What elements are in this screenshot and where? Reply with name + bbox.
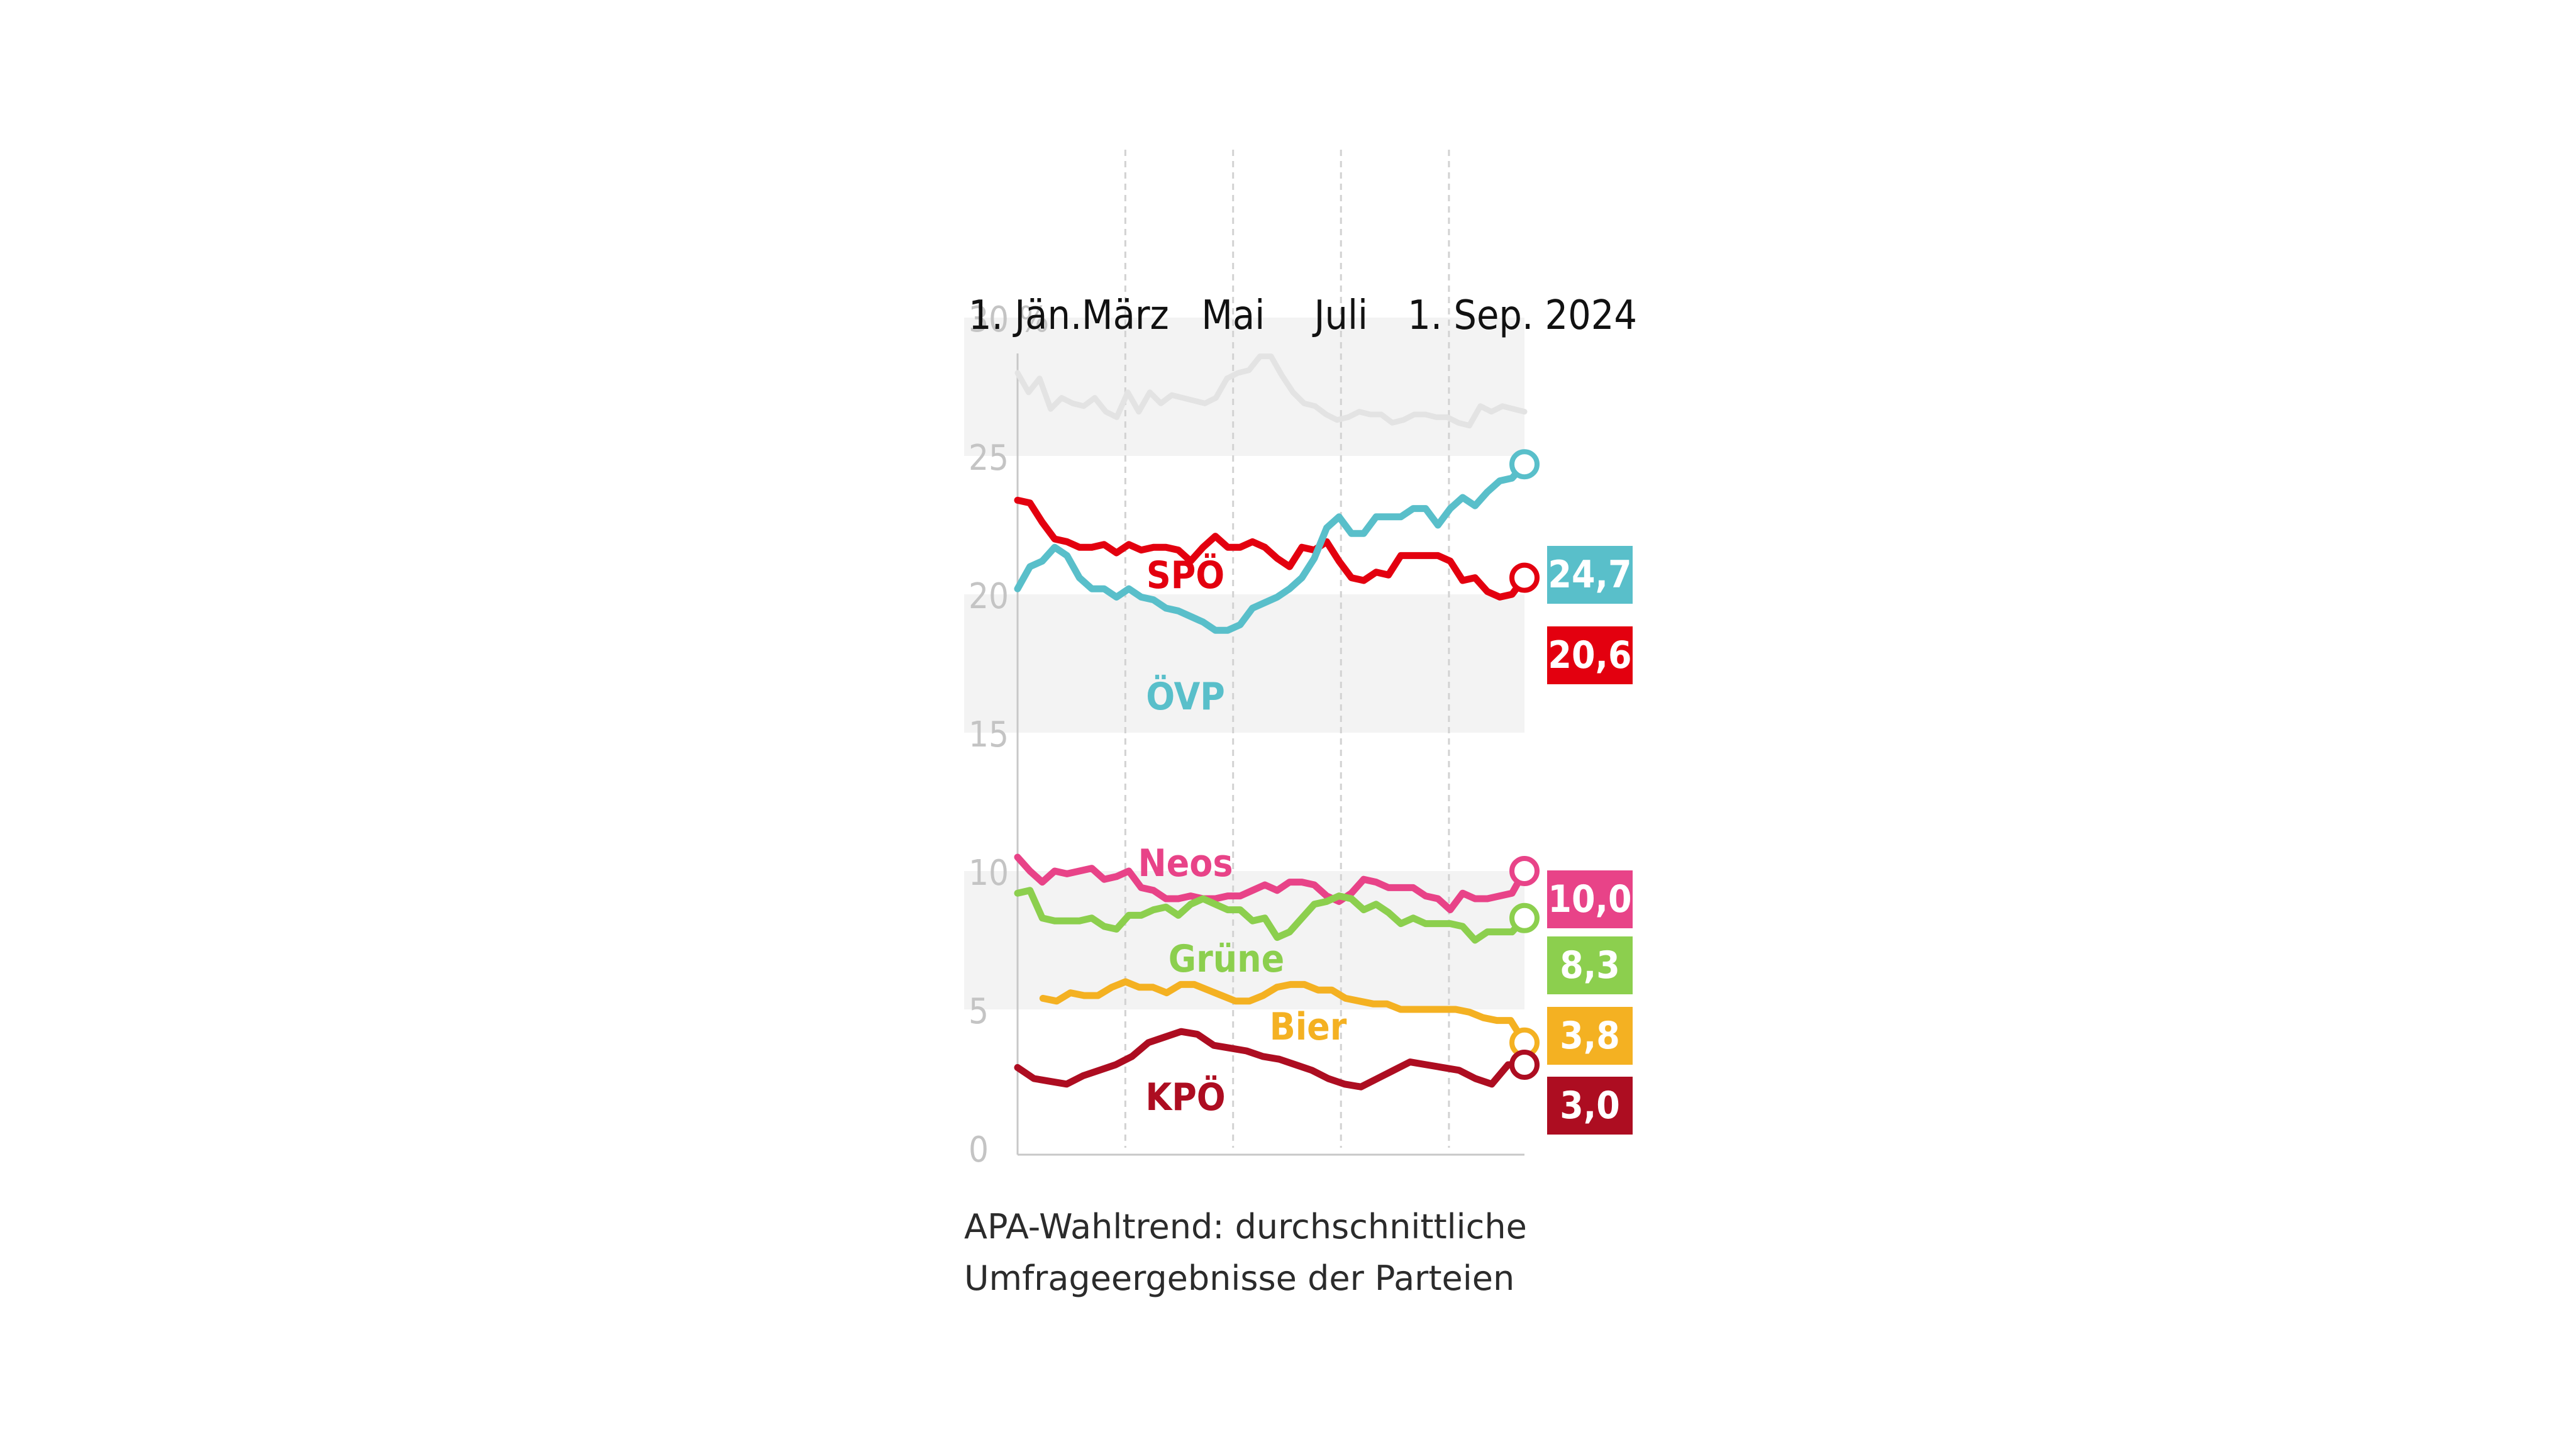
- end-label-value: 8,3: [1560, 943, 1620, 987]
- series-line-neos: [1014, 853, 1528, 914]
- series-label: Grüne: [1169, 937, 1284, 981]
- end-label-box: [1547, 1077, 1633, 1135]
- y-tick-label: 20: [969, 576, 1009, 617]
- end-label-grüne: 8,3: [1547, 936, 1633, 994]
- y-tick-label: 30 %: [969, 299, 1049, 340]
- x-axis: 1. Jän. März Mai Juli 1. Sep. 2024: [969, 292, 1637, 377]
- end-value-labels: 24,7 20,6 10,0 8,3 3,8 3,0: [1547, 546, 1633, 1135]
- series-label: Bier: [1270, 1005, 1347, 1049]
- series-line-kpö: [1014, 1028, 1528, 1091]
- end-label-box: [1547, 546, 1633, 604]
- end-label-value: 20,6: [1548, 633, 1631, 677]
- end-label-box: [1547, 870, 1633, 928]
- end-label-kpö: 3,0: [1547, 1077, 1633, 1135]
- chart-caption: APA-Wahltrend: durchschnittliche Umfrage…: [964, 1201, 1719, 1304]
- x-tick-label: März: [1082, 292, 1169, 339]
- end-label-value: 3,0: [1560, 1084, 1620, 1128]
- caption-line-2: Umfrageergebnisse der Parteien: [964, 1258, 1515, 1298]
- y-tick-label: 5: [969, 991, 989, 1032]
- y-tick-label: 0: [969, 1130, 989, 1170]
- grid-bands: [964, 318, 1524, 1009]
- y-tick-label: 15: [969, 714, 1009, 755]
- end-label-value: 10,0: [1548, 877, 1631, 921]
- y-axis: 0 5 10 15 20 25 30 %: [969, 299, 1049, 1170]
- end-label-bier: 3,8: [1547, 1007, 1633, 1065]
- series-label: Neos: [1138, 841, 1233, 886]
- x-tick-label: 1. Jän.: [969, 292, 1082, 339]
- series-label: KPÖ: [1145, 1075, 1225, 1119]
- end-label-övp: 24,7: [1547, 546, 1633, 604]
- series-line-övp: [1014, 460, 1528, 634]
- x-tick-label: Mai: [1201, 292, 1265, 339]
- series-line-bier: [1039, 978, 1528, 1046]
- series-line-background: [1014, 353, 1528, 429]
- end-marker: [1509, 902, 1540, 933]
- y-tick-label: 25: [969, 438, 1009, 479]
- end-marker: [1509, 449, 1540, 480]
- series-line-spö: [1014, 496, 1528, 601]
- end-label-box: [1547, 936, 1633, 994]
- end-marker: [1509, 1050, 1540, 1080]
- end-label-box: [1547, 1007, 1633, 1065]
- series-labels: SPÖ ÖVP Neos Grüne Bier KPÖ: [1138, 553, 1346, 1119]
- end-markers: [1509, 449, 1540, 1080]
- x-tick-label: 1. Sep. 2024: [1407, 292, 1637, 339]
- series-label: SPÖ: [1146, 553, 1224, 597]
- end-label-neos: 10,0: [1547, 870, 1633, 928]
- series-lines: [1014, 353, 1528, 1091]
- end-label-value: 24,7: [1548, 553, 1631, 597]
- grid-band: [964, 318, 1524, 456]
- end-label-spö: 20,6: [1547, 626, 1633, 684]
- end-marker: [1509, 562, 1540, 593]
- series-line-grüne: [1014, 887, 1528, 944]
- end-marker: [1509, 856, 1540, 886]
- grid-lines: [1016, 150, 1524, 1156]
- caption-line-1: APA-Wahltrend: durchschnittliche: [964, 1207, 1527, 1246]
- x-tick-label: Juli: [1312, 292, 1367, 339]
- series-label: ÖVP: [1146, 674, 1225, 719]
- end-label-value: 3,8: [1560, 1014, 1620, 1058]
- y-tick-label: 10: [969, 853, 1009, 894]
- end-label-box: [1547, 626, 1633, 684]
